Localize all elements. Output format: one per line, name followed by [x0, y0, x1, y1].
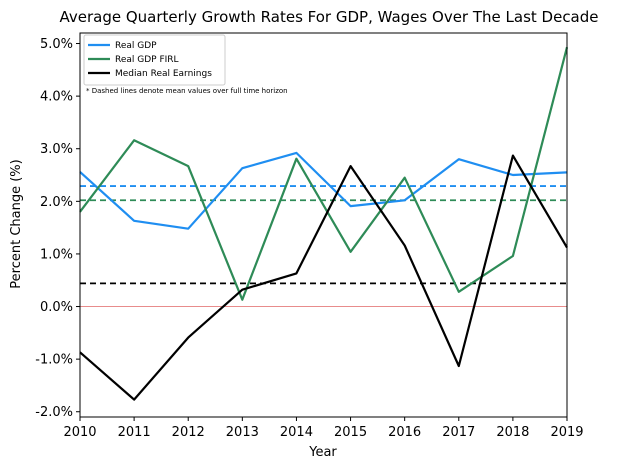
- y-tick-label: -2.0%: [35, 405, 73, 420]
- x-tick-label: 2012: [172, 425, 205, 440]
- legend-label-1: Real GDP FIRL: [115, 55, 179, 65]
- chart-title: Average Quarterly Growth Rates For GDP, …: [59, 8, 598, 26]
- y-axis-label: Percent Change (%): [9, 159, 24, 288]
- y-tick-label: 3.0%: [40, 142, 73, 157]
- x-tick-label: 2013: [226, 425, 259, 440]
- legend: Real GDP Real GDP FIRL Median Real Earning…: [83, 34, 226, 86]
- x-tick-label: 2016: [388, 425, 421, 440]
- series-line-0: [79, 151, 568, 230]
- y-tick-label: -1.0%: [35, 353, 73, 368]
- x-tick-label: 2011: [118, 425, 151, 440]
- x-tick-label: 2018: [496, 425, 529, 440]
- chart-note: * Dashed lines denote mean values over f…: [86, 87, 288, 95]
- x-axis-ticks: 2010 2011 2012 2013 2014 2015 2016 2017 2018 2019: [63, 417, 584, 440]
- y-tick-label: 2.0%: [40, 195, 73, 210]
- mean-lines: [80, 185, 567, 285]
- y-tick-label: 4.0%: [40, 90, 73, 105]
- y-tick-label: 0.0%: [40, 300, 73, 315]
- x-tick-label: 2017: [442, 425, 475, 440]
- series-lines: [79, 46, 569, 401]
- plot-frame: [79, 32, 568, 418]
- y-tick-label: 1.0%: [40, 247, 73, 262]
- series-line-2: [79, 154, 568, 401]
- x-tick-label: 2015: [334, 425, 367, 440]
- x-axis-label: Year: [308, 445, 337, 460]
- x-tick-label: 2014: [280, 425, 313, 440]
- x-tick-label: 2019: [550, 425, 583, 440]
- y-axis-ticks: -2.0% -1.0% 0.0% 1.0% 2.0% 3.0% 4.0% 5.0%: [35, 37, 80, 420]
- legend-box: [83, 34, 226, 86]
- series-line-1: [79, 46, 569, 301]
- y-tick-label: 5.0%: [40, 37, 73, 52]
- legend-label-2: Median Real Earnings: [115, 69, 212, 79]
- legend-label-0: Real GDP: [115, 41, 157, 51]
- x-tick-label: 2010: [63, 425, 96, 440]
